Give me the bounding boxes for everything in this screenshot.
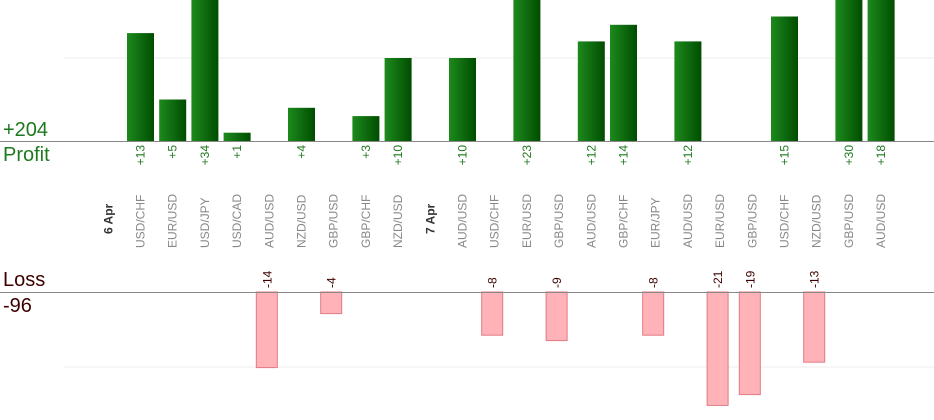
pair-label: GBP/CHF [617, 195, 631, 248]
profit-label: Profit [3, 144, 50, 166]
date-label: 6 Apr [101, 203, 115, 234]
profit-bar [867, 0, 895, 141]
pair-label: NZD/USD [391, 194, 405, 248]
profit-value-label: +34 [198, 145, 212, 166]
profit-bar [288, 107, 315, 141]
profit-value-label: +12 [681, 145, 695, 166]
pair-label: AUD/USD [262, 194, 276, 248]
profit-bar [610, 24, 637, 141]
loss-value-label: -8 [647, 277, 661, 288]
profit-bar [223, 132, 251, 141]
pair-label: USD/CAD [230, 194, 244, 248]
profit-bar [127, 33, 154, 141]
profit-value-label: +10 [456, 145, 470, 166]
loss-value-label: -14 [260, 270, 274, 288]
loss-bar [320, 291, 343, 315]
profit-value-label: +10 [391, 145, 405, 166]
profit-bar [577, 41, 605, 141]
pair-label: GBP/USD [842, 194, 856, 248]
profit-value-label: +1 [230, 145, 244, 159]
loss-value-label: -9 [550, 277, 564, 288]
pair-label: USD/JPY [198, 197, 212, 248]
profit-value-label: +12 [584, 145, 598, 166]
profit-total: +204 [3, 119, 49, 141]
pair-label: AUD/USD [456, 194, 470, 248]
pair-label: USD/CHF [488, 195, 502, 248]
loss-total: -96 [3, 295, 32, 317]
profit-bar [191, 0, 219, 141]
pair-label: AUD/USD [584, 194, 598, 248]
pair-label: EUR/USD [520, 194, 534, 248]
loss-bar [255, 291, 278, 369]
loss-bar [706, 291, 729, 406]
loss-bar [803, 291, 826, 363]
profit-value-label: +18 [874, 145, 888, 166]
loss-bar [481, 291, 504, 336]
pair-label: USD/CHF [134, 195, 148, 248]
loss-value-label: -21 [711, 270, 725, 288]
pair-label: GBP/USD [552, 194, 566, 248]
profit-bar [771, 16, 798, 141]
profit-bar [674, 41, 702, 141]
profit-value-label: +15 [778, 145, 792, 166]
profit-value-label: +23 [520, 145, 534, 166]
pair-label: EUR/USD [166, 194, 180, 248]
loss-label: Loss [3, 269, 46, 291]
pair-label: EUR/JPY [649, 197, 663, 248]
pair-label: NZD/USD [810, 194, 824, 248]
profit-value-label: +4 [295, 145, 309, 159]
profit-bar [835, 0, 863, 141]
loss-value-label: -8 [486, 277, 500, 288]
profit-value-label: +30 [842, 145, 856, 166]
profit-value-label: +14 [617, 145, 631, 166]
profit-bar [449, 58, 476, 141]
pair-label: GBP/USD [327, 194, 341, 248]
pair-label: AUD/USD [681, 194, 695, 248]
profit-bar [384, 58, 412, 141]
pair-label: GBP/USD [745, 194, 759, 248]
profit-bar [352, 116, 380, 141]
loss-value-label: -4 [325, 277, 339, 288]
profit-bar [159, 99, 187, 141]
profit-value-label: +5 [166, 145, 180, 159]
pair-label: AUD/USD [874, 194, 888, 248]
profit-value-label: +3 [359, 145, 373, 159]
profit-value-label: +13 [134, 145, 148, 166]
date-label: 7 Apr [423, 203, 437, 234]
loss-value-label: -13 [808, 270, 822, 288]
loss-bar [545, 291, 568, 342]
loss-bar [738, 291, 761, 396]
profit-bar [513, 0, 541, 141]
pair-label: EUR/USD [713, 194, 727, 248]
pair-label: NZD/USD [295, 194, 309, 248]
pair-label: GBP/CHF [359, 195, 373, 248]
loss-bar [642, 291, 665, 336]
pair-label: USD/CHF [778, 195, 792, 248]
loss-value-label: -19 [743, 270, 757, 288]
